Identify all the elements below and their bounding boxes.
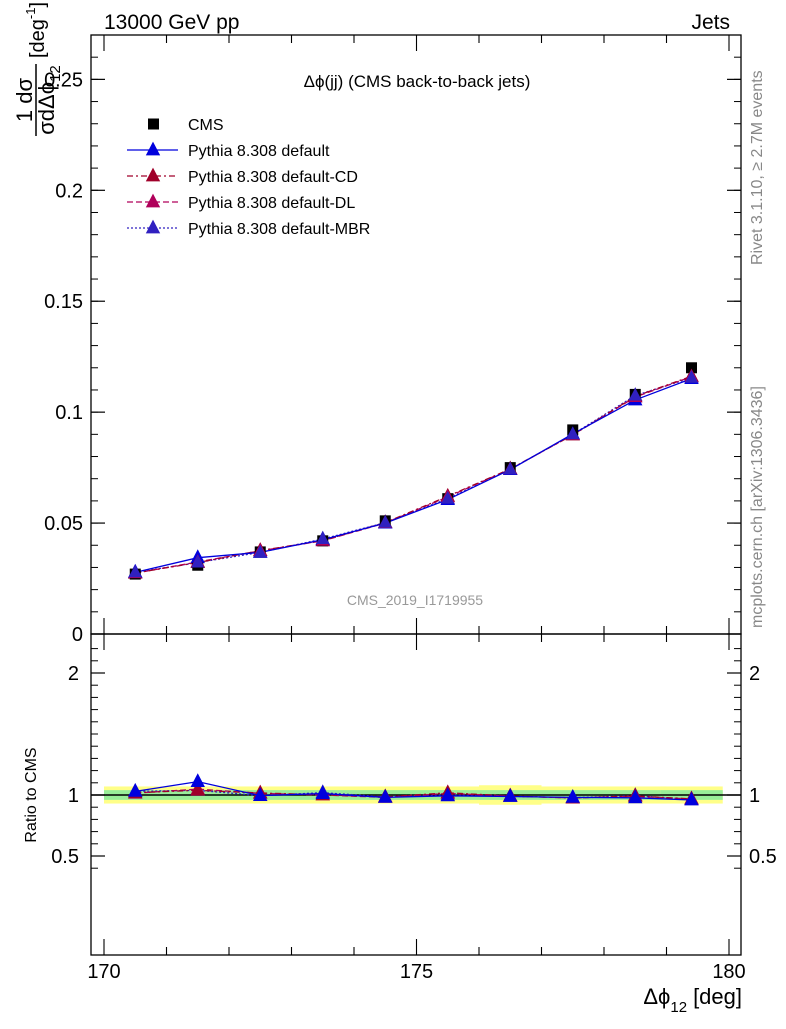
ratio-y-axis-label: Ratio to CMS bbox=[23, 747, 40, 842]
ratio-tick-label: 1 bbox=[68, 785, 79, 807]
y-axis-label: 1 dσ σdΔϕ12 [deg-1] bbox=[12, 2, 64, 136]
data-point bbox=[686, 362, 697, 374]
legend-entry: Pythia 8.308 default-DL bbox=[127, 193, 355, 212]
series-marker-top bbox=[378, 514, 392, 528]
legend-entry-cms: CMS bbox=[148, 117, 224, 134]
series-marker-top bbox=[128, 564, 142, 578]
y-tick-label: 0 bbox=[72, 624, 83, 646]
series-marker-top bbox=[441, 490, 455, 504]
legend: CMS Pythia 8.308 default Pythia 8.308 defa… bbox=[127, 117, 370, 238]
legend-triangle-marker bbox=[145, 141, 161, 156]
ratio-series-marker bbox=[253, 787, 268, 802]
y-tick-label: 0.2 bbox=[55, 180, 83, 202]
y-tick-label: 0.15 bbox=[44, 291, 83, 313]
legend-triangle-marker bbox=[145, 167, 161, 182]
y-tick-label: 0.05 bbox=[44, 513, 83, 535]
legend-entry: Pythia 8.308 default bbox=[127, 141, 330, 160]
legend-triangle-marker bbox=[145, 219, 161, 234]
x-tick-label: 175 bbox=[400, 961, 433, 983]
series-line bbox=[135, 376, 692, 574]
y-label-unit: [deg bbox=[27, 19, 49, 58]
legend-label: CMS bbox=[188, 117, 224, 134]
legend-square-marker bbox=[148, 118, 159, 130]
svg-text:σdΔϕ12: σdΔϕ12 bbox=[34, 65, 64, 135]
ratio-tick-label: 0.5 bbox=[51, 846, 79, 868]
ratio-series-marker bbox=[190, 781, 205, 796]
series-line bbox=[135, 378, 692, 573]
series-marker-top bbox=[628, 387, 642, 401]
series-marker-top bbox=[566, 426, 580, 440]
main-series-lines bbox=[128, 367, 699, 579]
x-label-main: Δϕ bbox=[643, 984, 670, 1009]
ratio-series-marker bbox=[684, 791, 699, 806]
plot-title: Δϕ(jj) (CMS back-to-back jets) bbox=[304, 72, 531, 91]
ratio-series-marker bbox=[440, 787, 455, 802]
header-left-label: 13000 GeV pp bbox=[104, 11, 239, 34]
legend-label: Pythia 8.308 default bbox=[188, 143, 330, 160]
mcplots-label: mcplots.cern.ch [arXiv:1306.3436] bbox=[749, 386, 766, 628]
ratio-series-line bbox=[135, 789, 692, 800]
y-label-unit-close: ] bbox=[27, 2, 49, 8]
series-marker-top bbox=[253, 544, 267, 558]
analysis-watermark: CMS_2019_I1719955 bbox=[347, 592, 483, 608]
y-tick-label: 0.25 bbox=[44, 69, 83, 91]
rivet-version-label: Rivet 3.1.10, ≥ 2.7M events bbox=[749, 70, 766, 265]
y-tick-label: 0.1 bbox=[55, 402, 83, 424]
ratio-series-marker bbox=[128, 782, 143, 797]
ratio-tick-label-right: 1 bbox=[749, 785, 760, 807]
ratio-tick-label-right: 0.5 bbox=[749, 846, 777, 868]
y-label-unit-sup: -1 bbox=[23, 8, 38, 20]
legend-entry: Pythia 8.308 default-MBR bbox=[127, 219, 370, 238]
x-label-sub: 12 bbox=[670, 999, 687, 1016]
ratio-series-line bbox=[135, 780, 692, 801]
cms-data-points bbox=[128, 362, 699, 580]
legend-label: Pythia 8.308 default-MBR bbox=[188, 221, 370, 238]
series-marker-top bbox=[503, 461, 517, 475]
ratio-series-marker bbox=[503, 788, 518, 802]
series-marker-top bbox=[684, 370, 699, 383]
svg-text:[deg-1]: [deg-1] bbox=[23, 2, 49, 58]
series-line bbox=[135, 375, 692, 574]
x-tick-label: 180 bbox=[712, 961, 745, 983]
ratio-series-lines bbox=[128, 773, 699, 806]
ratio-series-marker bbox=[190, 773, 205, 788]
legend-label: Pythia 8.308 default-DL bbox=[188, 195, 355, 212]
ratio-series-marker bbox=[628, 789, 643, 804]
x-axis-label: Δϕ12 [deg] bbox=[643, 984, 742, 1016]
ratio-series-marker bbox=[565, 788, 580, 803]
legend-triangle-marker bbox=[145, 193, 161, 208]
ratio-series-marker bbox=[315, 785, 330, 799]
series-marker-top bbox=[316, 531, 330, 544]
x-label-unit: [deg] bbox=[693, 984, 742, 1009]
series-marker-top bbox=[191, 554, 205, 568]
series-line bbox=[135, 377, 692, 573]
y-label-numerator: 1 dσ bbox=[12, 78, 37, 123]
y-label-denominator-sub: 12 bbox=[47, 65, 64, 82]
svg-text:1 dσ: 1 dσ bbox=[12, 78, 37, 123]
x-tick-label: 170 bbox=[87, 961, 120, 983]
legend-label: Pythia 8.308 default-CD bbox=[188, 169, 358, 186]
y-label-denominator: σdΔϕ bbox=[34, 82, 59, 135]
ratio-tick-label-right: 2 bbox=[749, 663, 760, 685]
ratio-tick-label: 2 bbox=[68, 663, 79, 685]
header-right-label: Jets bbox=[691, 11, 730, 34]
legend-entry: Pythia 8.308 default-CD bbox=[127, 167, 358, 186]
ratio-series-marker bbox=[378, 788, 393, 803]
